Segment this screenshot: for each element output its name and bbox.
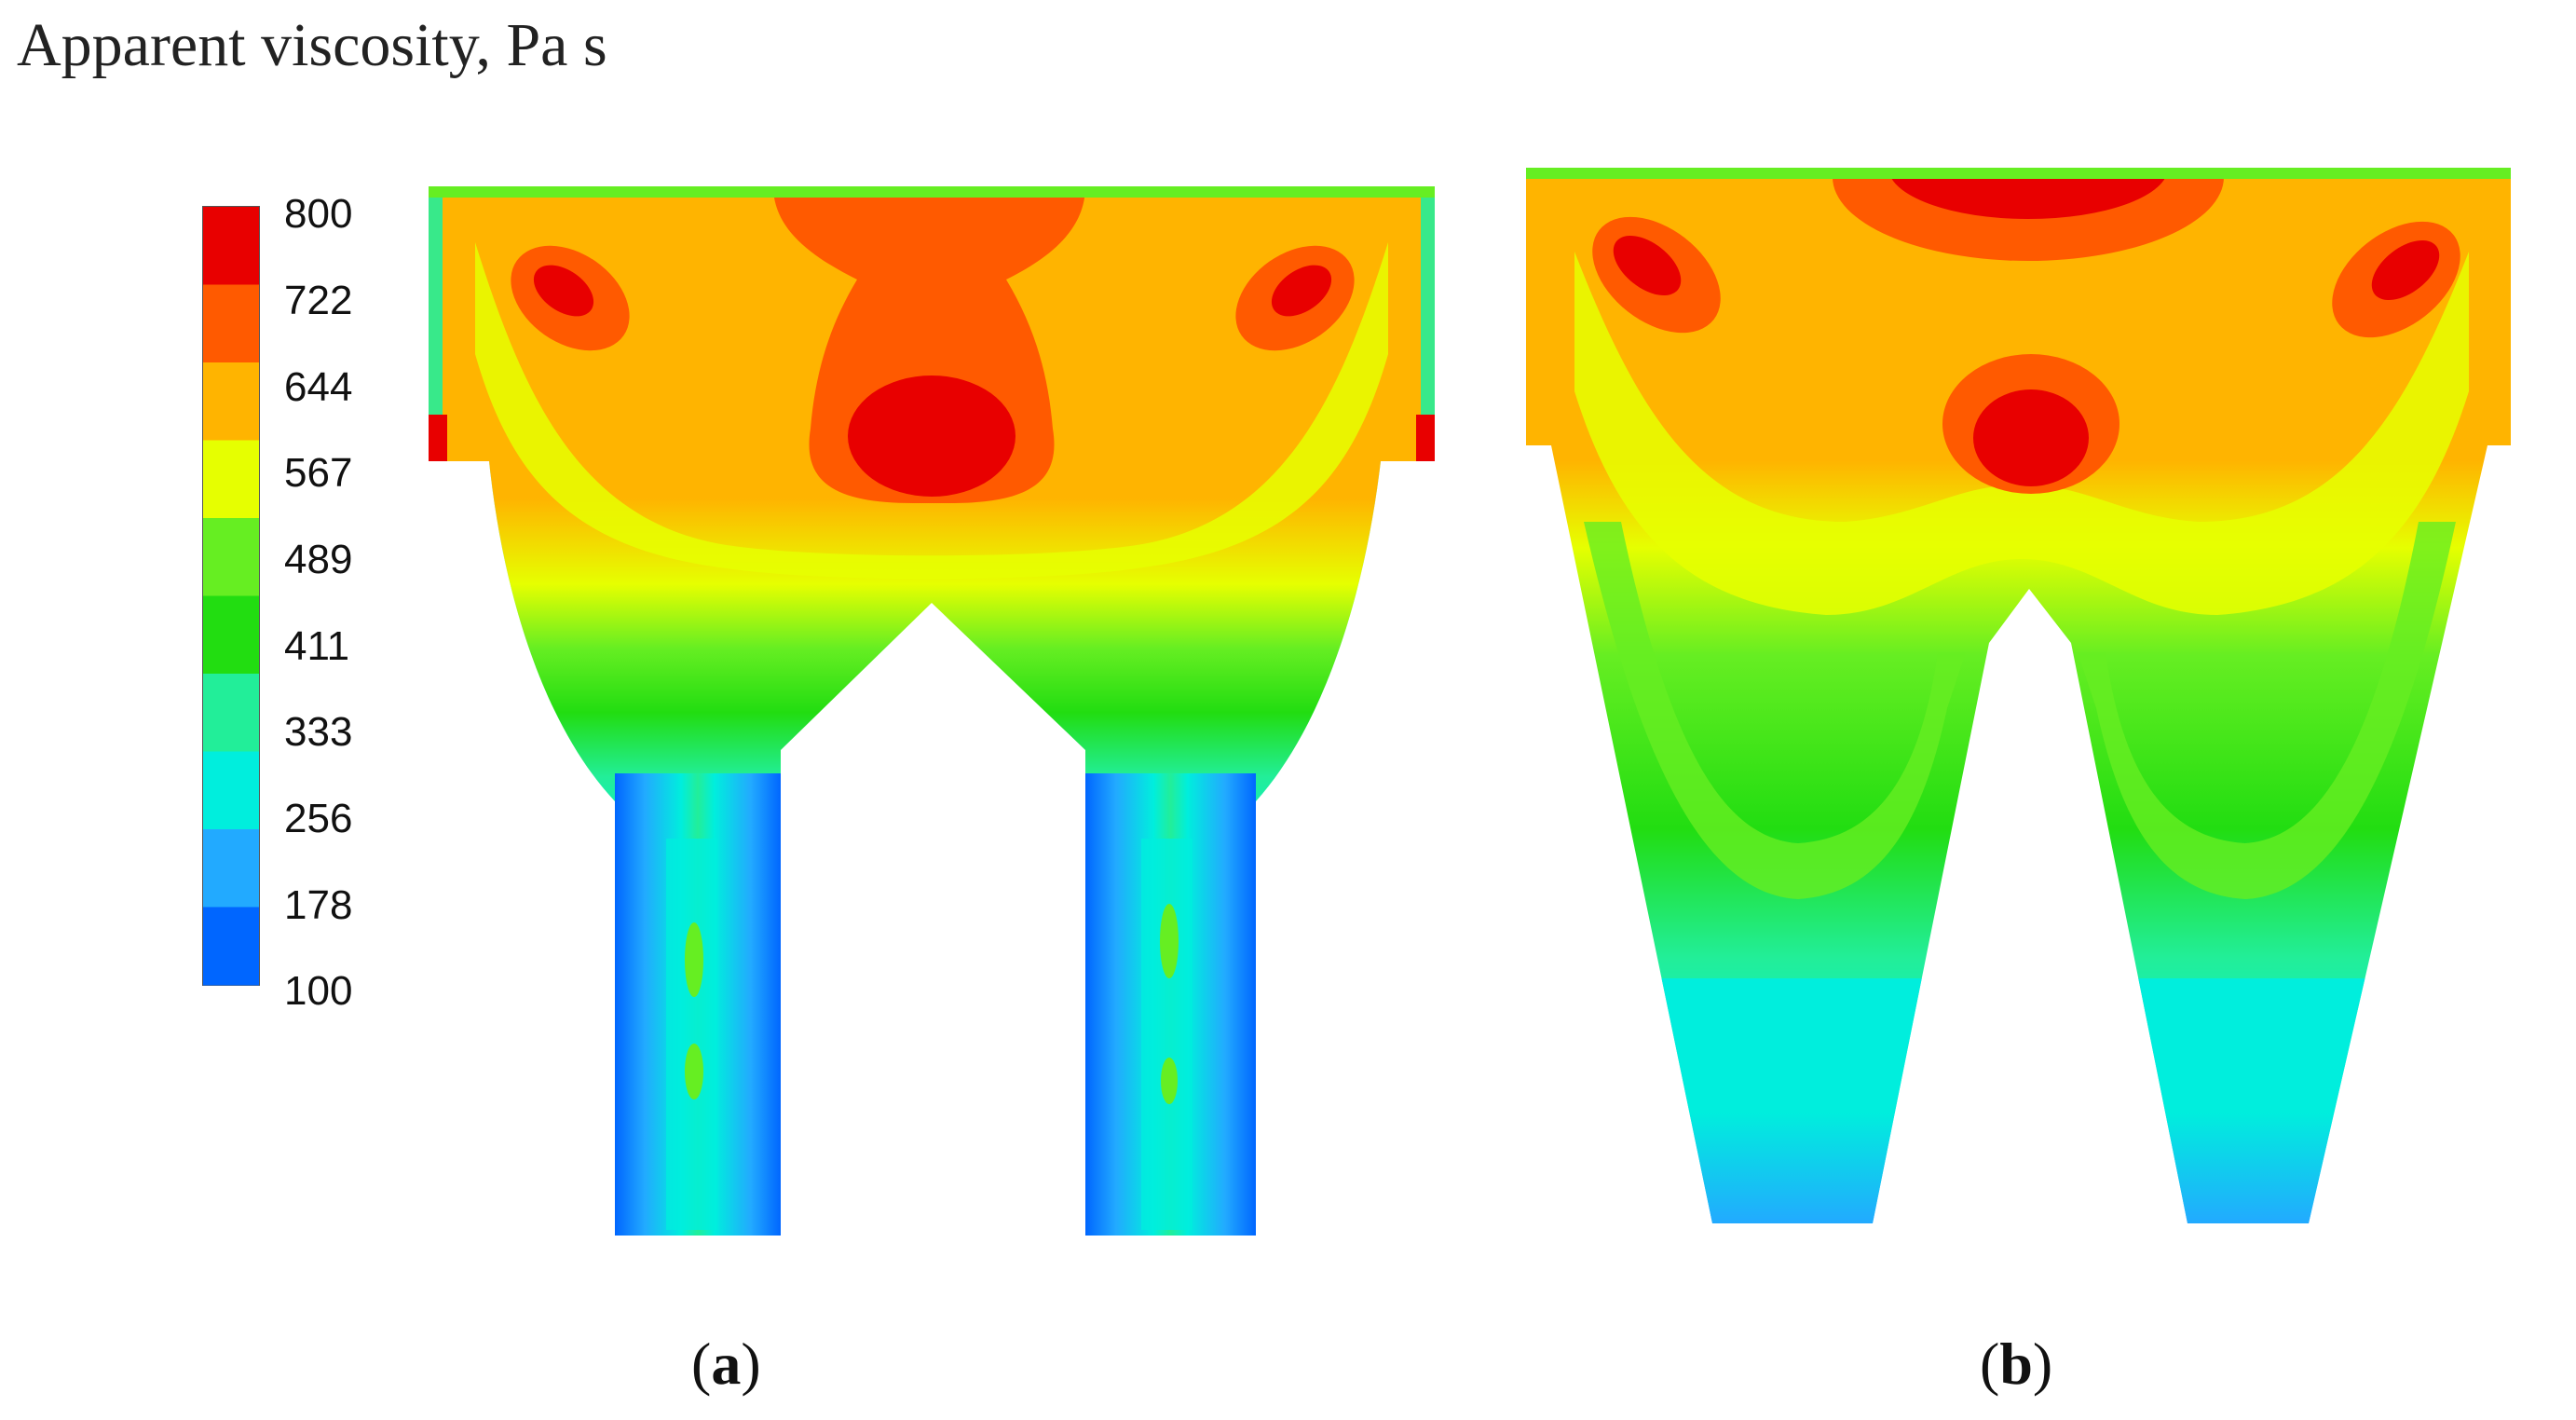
colorbar-tick: 411 [284, 623, 349, 669]
colorbar-tick: 800 [284, 191, 352, 237]
corner-mark [1416, 415, 1435, 461]
leg-core [666, 839, 717, 1230]
colorbar-tick: 644 [284, 364, 352, 410]
colorbar-cells [203, 207, 259, 986]
colorbar-cell [203, 518, 259, 596]
leg-spot [1160, 904, 1179, 978]
outlet-leg [2115, 978, 2422, 1223]
colorbar-cell [203, 362, 259, 441]
colorbar-tick: 178 [284, 882, 352, 928]
colorbar-tick: 489 [284, 537, 352, 582]
colorbar-tick: 256 [284, 796, 352, 841]
colorbar-ticks: 800 722 644 567 489 411 333 256 178 100 [284, 191, 352, 1014]
colorbar: 800 722 644 567 489 411 333 256 178 100 [202, 191, 352, 1014]
corner-peak [2371, 239, 2440, 301]
colorbar-cell [203, 907, 259, 986]
corner-peak [533, 265, 594, 317]
colorbar-cell [203, 207, 259, 285]
colorbar-cell [203, 674, 259, 752]
figure-title: Apparent viscosity, Pa s [17, 11, 607, 79]
leg-core [1141, 839, 1193, 1230]
caption-a: (a) [691, 1331, 761, 1397]
leg-spot [685, 1044, 703, 1099]
contour-panel-a [429, 186, 1435, 1236]
colorbar-tick: 333 [284, 709, 352, 755]
contour-band [1574, 252, 2469, 615]
colorbar-tick: 722 [284, 278, 352, 323]
top-rim [1526, 168, 2511, 179]
contour-band [1584, 522, 1966, 899]
contour-peak [1888, 168, 2168, 219]
colorbar-cell [203, 751, 259, 830]
caption-b: (b) [1980, 1331, 2052, 1397]
leg-spot [685, 922, 703, 997]
corner-peak [1271, 265, 1332, 317]
contour-peak [1973, 389, 2089, 486]
corner-mark [429, 415, 447, 461]
colorbar-cell [203, 440, 259, 519]
colorbar-tick: 100 [284, 968, 352, 1014]
leg-spot [1161, 1058, 1178, 1104]
contour-band [2078, 522, 2456, 899]
outlet-leg [1640, 978, 1947, 1223]
contour-peak [848, 375, 1015, 497]
corner-peak [1613, 235, 1682, 296]
colorbar-cell [203, 284, 259, 363]
colorbar-cell [203, 595, 259, 675]
top-rim [429, 186, 1435, 198]
colorbar-tick: 567 [284, 450, 352, 496]
colorbar-cell [203, 829, 259, 908]
contour-panel-b [1526, 168, 2511, 1223]
